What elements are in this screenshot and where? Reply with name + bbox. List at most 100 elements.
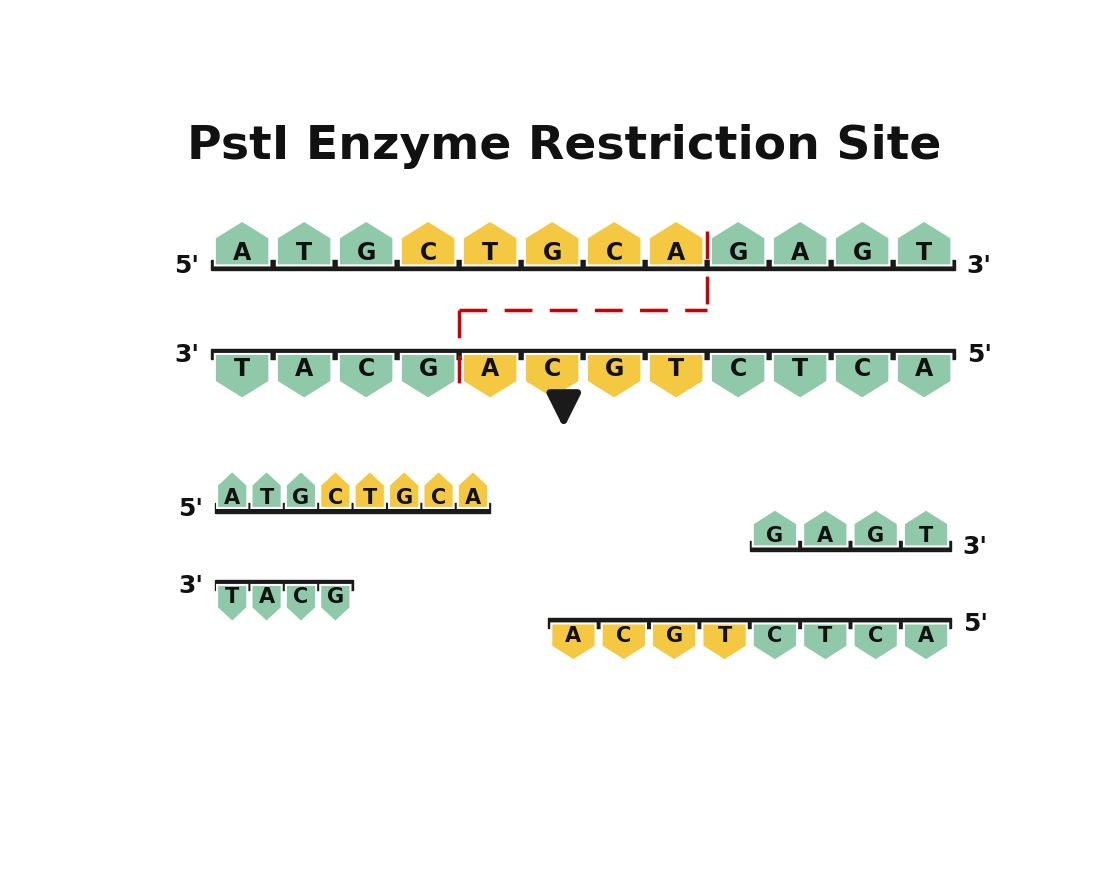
Polygon shape — [217, 586, 248, 623]
Text: 5': 5' — [962, 612, 988, 636]
Polygon shape — [752, 623, 798, 660]
Polygon shape — [354, 471, 385, 508]
Polygon shape — [424, 471, 453, 508]
Polygon shape — [711, 355, 766, 399]
Polygon shape — [217, 471, 248, 508]
Text: A: A — [915, 356, 933, 380]
Text: T: T — [916, 241, 932, 264]
Text: 3': 3' — [178, 573, 204, 597]
Polygon shape — [649, 355, 703, 399]
Text: G: G — [356, 241, 376, 264]
Text: 5': 5' — [175, 254, 199, 278]
Polygon shape — [602, 623, 646, 660]
Text: C: C — [868, 625, 883, 645]
Text: A: A — [224, 487, 240, 507]
Text: A: A — [465, 487, 481, 507]
Text: C: C — [729, 356, 747, 380]
Text: G: G — [852, 241, 872, 264]
Text: T: T — [234, 356, 250, 380]
Polygon shape — [463, 355, 517, 399]
Text: G: G — [418, 356, 438, 380]
Polygon shape — [339, 221, 394, 266]
Text: C: C — [419, 241, 437, 264]
Polygon shape — [773, 355, 827, 399]
Text: G: G — [666, 625, 683, 645]
Polygon shape — [803, 623, 847, 660]
Polygon shape — [711, 221, 766, 266]
Text: C: C — [605, 241, 623, 264]
Polygon shape — [896, 221, 951, 266]
Text: T: T — [296, 241, 312, 264]
Text: T: T — [668, 356, 684, 380]
Polygon shape — [389, 471, 419, 508]
Polygon shape — [214, 355, 270, 399]
Text: C: C — [328, 487, 343, 507]
Text: A: A — [233, 241, 251, 264]
Polygon shape — [400, 221, 455, 266]
Polygon shape — [277, 355, 331, 399]
Text: G: G — [604, 356, 624, 380]
Text: C: C — [768, 625, 782, 645]
Text: G: G — [396, 487, 412, 507]
Polygon shape — [904, 510, 948, 547]
Polygon shape — [835, 355, 890, 399]
Polygon shape — [854, 510, 898, 547]
Text: C: C — [358, 356, 375, 380]
Text: G: G — [542, 241, 562, 264]
Polygon shape — [586, 221, 641, 266]
Text: T: T — [363, 487, 377, 507]
Text: G: G — [293, 487, 309, 507]
Text: 5': 5' — [178, 496, 204, 521]
Text: A: A — [565, 625, 582, 645]
Text: T: T — [792, 356, 808, 380]
Polygon shape — [703, 623, 747, 660]
Text: G: G — [728, 241, 748, 264]
Polygon shape — [286, 586, 316, 623]
Bar — [214, 503, 491, 514]
Polygon shape — [214, 221, 270, 266]
Text: C: C — [616, 625, 631, 645]
Polygon shape — [854, 623, 898, 660]
Text: T: T — [226, 587, 240, 607]
Polygon shape — [525, 221, 580, 266]
Text: A: A — [817, 525, 834, 545]
Polygon shape — [835, 221, 890, 266]
Text: C: C — [294, 587, 309, 607]
Polygon shape — [551, 623, 595, 660]
Text: G: G — [867, 525, 884, 545]
Text: 3': 3' — [967, 254, 992, 278]
Polygon shape — [277, 221, 331, 266]
Text: T: T — [260, 487, 274, 507]
Text: A: A — [481, 356, 499, 380]
Text: G: G — [327, 587, 344, 607]
Polygon shape — [339, 355, 394, 399]
Text: T: T — [717, 625, 732, 645]
Text: C: C — [854, 356, 871, 380]
Bar — [214, 580, 353, 590]
Text: A: A — [918, 625, 934, 645]
Text: T: T — [918, 525, 933, 545]
Text: PstI Enzyme Restriction Site: PstI Enzyme Restriction Site — [187, 124, 940, 169]
Polygon shape — [252, 471, 282, 508]
Polygon shape — [752, 510, 798, 547]
Polygon shape — [649, 221, 703, 266]
Polygon shape — [904, 623, 948, 660]
Text: 5': 5' — [967, 342, 992, 366]
Text: 3': 3' — [175, 342, 199, 366]
Text: T: T — [482, 241, 498, 264]
Text: A: A — [667, 241, 685, 264]
Polygon shape — [320, 471, 351, 508]
Text: C: C — [543, 356, 561, 380]
Polygon shape — [525, 355, 580, 399]
Text: C: C — [431, 487, 447, 507]
Polygon shape — [652, 623, 696, 660]
Polygon shape — [803, 510, 847, 547]
Text: A: A — [791, 241, 810, 264]
Text: T: T — [818, 625, 833, 645]
Bar — [750, 542, 952, 552]
Polygon shape — [463, 221, 517, 266]
Polygon shape — [896, 355, 951, 399]
Polygon shape — [586, 355, 641, 399]
Polygon shape — [320, 586, 351, 623]
Polygon shape — [286, 471, 316, 508]
